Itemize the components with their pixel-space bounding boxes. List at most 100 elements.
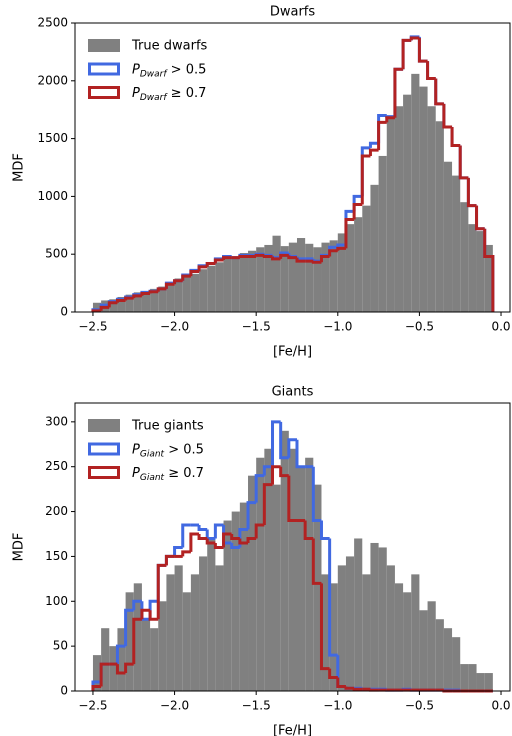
histogram-step [344, 686, 355, 690]
histogram-bar [411, 73, 420, 312]
histogram-bar [150, 628, 159, 691]
y-tick-label: 2000 [37, 73, 68, 87]
subplot: Dwarfs [Fe/H] MDF −2.5 −2.0 −1.5 −1.0 −0.5 0.0 0 5… [12, 5, 511, 360]
histogram-step [140, 292, 151, 296]
histogram-bar [174, 278, 183, 312]
histogram-bar [141, 291, 151, 312]
histogram-bar [443, 628, 453, 691]
histogram-bar [158, 601, 167, 691]
histogram-step [336, 677, 346, 689]
histogram-bar [435, 619, 444, 691]
histogram-bar [386, 565, 395, 691]
histogram-step [409, 36, 420, 41]
y-axis-label: MDF [12, 533, 27, 562]
histogram-bar [362, 205, 371, 312]
histogram-step [107, 301, 118, 308]
histogram-bar [280, 430, 289, 691]
histogram-step [124, 296, 134, 301]
y-tick-label: 2500 [37, 16, 68, 30]
y-tick-label: 150 [45, 549, 68, 563]
y-tick-label: 1500 [37, 131, 68, 145]
histogram-bar [296, 238, 306, 312]
y-tick-label: 100 [45, 594, 68, 608]
histogram-bar [239, 253, 249, 312]
histogram-bar [370, 542, 379, 691]
x-tick-label: −0.5 [405, 320, 434, 334]
x-tick-label: −0.5 [405, 699, 434, 713]
histogram-bar [190, 574, 200, 691]
axes-frame [74, 22, 511, 313]
legend-label: PGiant ≥ 0.7 [132, 466, 204, 483]
histogram-step [426, 61, 436, 80]
histogram-bar [484, 244, 493, 312]
histogram-bar [435, 121, 444, 312]
histogram-step [238, 255, 249, 259]
histogram-bar [419, 86, 428, 312]
legend-swatch [88, 62, 120, 76]
y-tick-label: 250 [45, 459, 68, 473]
histogram-step [230, 542, 240, 549]
histogram-step [238, 538, 249, 545]
histogram-bar [264, 244, 273, 312]
x-tick-label: 0.0 [491, 320, 510, 334]
histogram-step [377, 120, 387, 151]
histogram-bar [248, 475, 257, 691]
histogram-bar [403, 94, 412, 312]
histogram-bar [296, 466, 306, 691]
histogram-bar [92, 655, 102, 691]
histogram-step [458, 145, 469, 180]
histogram-step [99, 305, 110, 311]
histogram-series [91, 36, 495, 313]
histogram-step [197, 533, 208, 540]
histogram-step [254, 474, 265, 503]
histogram-step [156, 563, 167, 620]
histogram-bar [272, 484, 281, 691]
legend-label: True giants [131, 419, 204, 434]
histogram-step [442, 103, 453, 129]
x-tick-label: −1.0 [323, 320, 352, 334]
histogram-step [115, 298, 126, 303]
histogram-step [319, 583, 330, 671]
histogram-step [311, 466, 322, 523]
histogram-bar [427, 601, 436, 691]
histogram-step [279, 253, 289, 259]
chart-title: Giants [272, 385, 314, 400]
histogram-bar [223, 257, 232, 312]
histogram-bar [264, 448, 273, 691]
histogram-step [99, 662, 110, 687]
histogram-bar [231, 511, 240, 691]
histogram-bar [207, 538, 216, 691]
histogram-step [368, 688, 379, 692]
histogram-bar [141, 619, 151, 691]
histogram-step [124, 608, 134, 647]
histogram-bar [150, 288, 159, 312]
legend-label: PDwarf > 0.5 [132, 62, 206, 79]
x-tick-label: −2.0 [160, 320, 189, 334]
histogram-step [295, 257, 306, 263]
histogram-step [287, 438, 297, 458]
histogram-bar [337, 233, 346, 312]
histogram-step [164, 554, 175, 566]
y-tick-label: 0 [60, 684, 68, 698]
histogram-bar [460, 664, 469, 691]
histogram-bar [190, 273, 200, 312]
histogram-step [328, 538, 338, 657]
x-tick-label: −1.0 [323, 699, 352, 713]
x-axis-label: [Fe/H] [273, 724, 312, 736]
histogram-bar [133, 292, 142, 312]
histogram-step [352, 202, 363, 220]
histogram-step [466, 177, 477, 208]
histogram-step [271, 465, 281, 485]
legend-swatch [88, 39, 120, 52]
x-tick-label: −1.5 [242, 699, 271, 713]
histogram-bar [329, 240, 338, 312]
histogram-bar [256, 247, 265, 312]
histogram-step [246, 536, 257, 543]
histogram-step [230, 533, 240, 540]
histogram-bar [313, 247, 322, 312]
histogram-bar [386, 115, 395, 312]
histogram-step [319, 520, 330, 540]
histogram-series [92, 73, 493, 313]
histogram-step [385, 116, 395, 123]
histogram-bar [468, 664, 477, 691]
